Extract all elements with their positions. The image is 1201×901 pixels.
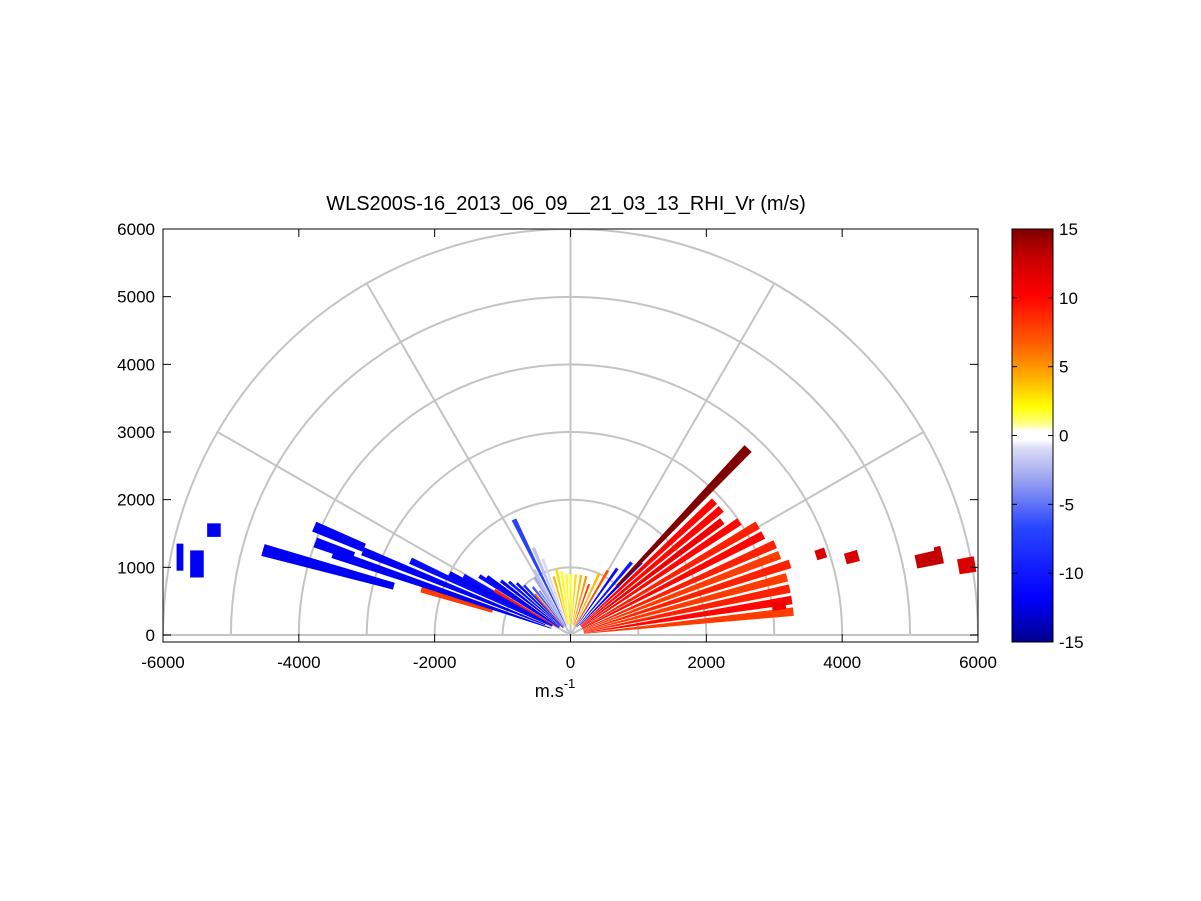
data-ray-26 bbox=[560, 571, 570, 625]
data-ray-7 bbox=[448, 571, 553, 627]
x-axis-label: m.s-1 bbox=[535, 676, 576, 701]
data-ray-40 bbox=[581, 518, 725, 628]
data-patch-0 bbox=[207, 523, 221, 537]
x-tick-label--6000: -6000 bbox=[141, 653, 184, 672]
data-patch-1 bbox=[176, 543, 184, 571]
data-ray-24 bbox=[552, 576, 568, 626]
data-ray-46 bbox=[583, 559, 792, 632]
data-ray-29 bbox=[571, 574, 577, 625]
data-ray-18 bbox=[538, 590, 565, 627]
colorbar-tick-label-15: 15 bbox=[1059, 220, 1078, 239]
colorbar-ticks: -15 -10 -5 0 5 10 15 bbox=[1012, 220, 1084, 652]
data-ray-13 bbox=[508, 580, 561, 627]
data-ray-23 bbox=[541, 558, 568, 626]
data-ray-50 bbox=[584, 607, 794, 634]
y-tick-label-0: 0 bbox=[146, 626, 155, 645]
data-ray-11 bbox=[485, 575, 560, 628]
data-ray-32 bbox=[573, 583, 591, 626]
data-ray-3 bbox=[313, 537, 356, 561]
data-ray-57 bbox=[933, 545, 944, 562]
data-ray-17 bbox=[531, 586, 565, 628]
y-tick-label-5000: 5000 bbox=[117, 288, 155, 307]
colorbar-tick-label--5: -5 bbox=[1059, 495, 1074, 514]
colorbar bbox=[1011, 228, 1054, 643]
data-ray-43 bbox=[582, 531, 766, 629]
data-ray-33 bbox=[574, 573, 601, 626]
data-ray-42 bbox=[582, 521, 760, 629]
chart-title: WLS200S-16_2013_06_09__21_03_13_RHI_Vr (… bbox=[326, 193, 806, 215]
data-ray-15 bbox=[523, 584, 564, 628]
x-tick-label--4000: -4000 bbox=[277, 653, 320, 672]
data-ray-10 bbox=[478, 574, 560, 628]
data-ray-41 bbox=[581, 518, 742, 628]
data-ray-6 bbox=[409, 557, 553, 627]
data-ray-52 bbox=[616, 445, 752, 587]
data-ray-45 bbox=[583, 551, 782, 631]
colorbar-tick-label--15: -15 bbox=[1059, 633, 1084, 652]
data-ray-25 bbox=[555, 568, 569, 626]
data-ray-53 bbox=[814, 547, 828, 561]
x-axis-ticks: -6000 -4000 -2000 0 2000 4000 6000 bbox=[141, 229, 997, 672]
y-tick-label-6000: 6000 bbox=[117, 220, 155, 239]
y-tick-label-2000: 2000 bbox=[117, 491, 155, 510]
x-tick-label-4000: 4000 bbox=[823, 653, 861, 672]
colorbar-tick-label--10: -10 bbox=[1059, 564, 1084, 583]
data-ray-34 bbox=[575, 569, 610, 627]
data-ray-19 bbox=[533, 576, 566, 627]
data-patch-2 bbox=[190, 550, 204, 578]
data-ray-21 bbox=[511, 518, 567, 626]
data-ray-56 bbox=[957, 556, 977, 575]
colorbar-tick-label-5: 5 bbox=[1059, 358, 1068, 377]
data-ray-0 bbox=[261, 544, 395, 590]
data-ray-48 bbox=[583, 584, 791, 633]
data-ray-22 bbox=[531, 547, 567, 626]
x-tick-label--2000: -2000 bbox=[413, 653, 456, 672]
colorbar-tick-label-0: 0 bbox=[1059, 427, 1068, 446]
y-tick-label-3000: 3000 bbox=[117, 423, 155, 442]
y-tick-label-1000: 1000 bbox=[117, 558, 155, 577]
y-tick-label-4000: 4000 bbox=[117, 355, 155, 374]
data-ray-2 bbox=[331, 549, 552, 629]
data-ray-4 bbox=[361, 547, 546, 626]
data-ray-20 bbox=[533, 569, 566, 627]
data-ray-27 bbox=[565, 574, 570, 625]
data-ray-36 bbox=[576, 561, 633, 628]
data-ray-35 bbox=[576, 567, 619, 627]
data-rays bbox=[176, 445, 977, 634]
data-ray-31 bbox=[572, 575, 588, 626]
y-axis-ticks: 0 1000 2000 3000 4000 5000 6000 bbox=[117, 220, 978, 645]
data-ray-1 bbox=[420, 586, 493, 613]
data-ray-54 bbox=[843, 549, 860, 565]
data-ray-47 bbox=[583, 573, 789, 632]
data-ray-12 bbox=[499, 579, 560, 627]
data-ray-9 bbox=[493, 588, 559, 629]
data-ray-39 bbox=[580, 506, 724, 627]
data-ray-51 bbox=[771, 600, 787, 611]
data-ray-14 bbox=[515, 582, 564, 629]
data-ray-28 bbox=[569, 574, 572, 625]
x-axis-label-main: m.s bbox=[535, 681, 564, 701]
data-ray-44 bbox=[582, 540, 777, 630]
colorbar-tick-label-10: 10 bbox=[1059, 289, 1078, 308]
data-ray-5 bbox=[312, 521, 366, 552]
data-ray-30 bbox=[572, 574, 583, 625]
data-ray-38 bbox=[580, 498, 718, 626]
data-ray-16 bbox=[534, 593, 564, 628]
x-tick-label-6000: 6000 bbox=[959, 653, 997, 672]
x-axis-label-exponent: -1 bbox=[564, 676, 576, 691]
x-tick-label-0: 0 bbox=[566, 653, 575, 672]
x-tick-label-2000: 2000 bbox=[687, 653, 725, 672]
data-ray-49 bbox=[583, 595, 793, 634]
